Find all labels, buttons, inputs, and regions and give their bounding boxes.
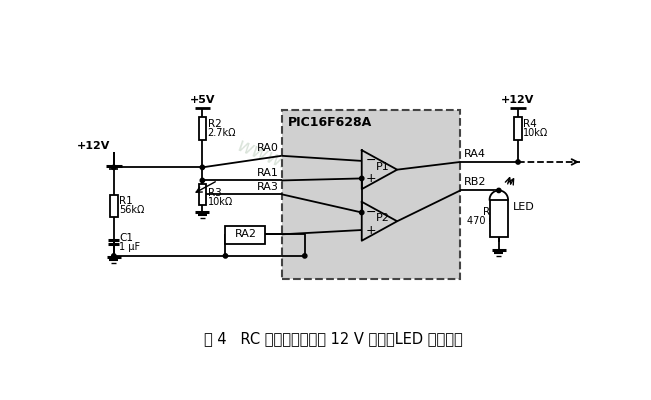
Text: R3: R3 [208, 188, 221, 198]
Text: 图 4   RC 充电测电阻值及 12 V 输出、LED 指示电路: 图 4 RC 充电测电阻值及 12 V 输出、LED 指示电路 [204, 332, 463, 346]
Text: RA2: RA2 [234, 228, 256, 238]
Text: 470 Ω: 470 Ω [467, 216, 497, 226]
Text: RB2: RB2 [464, 177, 486, 187]
Polygon shape [490, 190, 508, 200]
Circle shape [497, 188, 501, 193]
Text: +: + [366, 172, 376, 185]
Bar [514, 117, 522, 140]
Text: 10kΩ: 10kΩ [523, 128, 549, 138]
Text: R5: R5 [483, 207, 497, 217]
Text: 10kΩ: 10kΩ [208, 197, 233, 207]
Circle shape [516, 160, 520, 164]
Text: PIC16F628A: PIC16F628A [288, 116, 372, 129]
Text: LED: LED [512, 202, 534, 212]
Text: C1: C1 [119, 233, 133, 243]
FancyBboxPatch shape [282, 110, 460, 279]
Text: RA1: RA1 [256, 168, 279, 178]
Text: P2: P2 [376, 213, 390, 223]
Text: www.elecfans.com: www.elecfans.com [234, 136, 410, 222]
Circle shape [303, 254, 307, 258]
Circle shape [112, 254, 116, 258]
Bar [490, 200, 508, 237]
Text: +12V: +12V [501, 95, 534, 105]
Text: P1: P1 [376, 162, 390, 172]
Circle shape [359, 210, 364, 215]
Circle shape [201, 165, 204, 170]
Text: 1 μF: 1 μF [119, 242, 141, 252]
Circle shape [359, 176, 364, 180]
Text: RA4: RA4 [464, 149, 486, 159]
Bar [199, 117, 206, 140]
Text: 56kΩ: 56kΩ [119, 206, 145, 216]
Text: +5V: +5V [189, 95, 215, 105]
Text: +: + [366, 224, 376, 236]
Circle shape [223, 254, 228, 258]
Text: −: − [366, 206, 376, 219]
Text: R4: R4 [523, 119, 537, 129]
Bar [225, 226, 266, 244]
Text: RA0: RA0 [256, 144, 279, 154]
Bar [495, 205, 503, 227]
Text: R1: R1 [119, 196, 133, 206]
Circle shape [112, 165, 116, 170]
Bar [199, 184, 206, 205]
Text: 2.7kΩ: 2.7kΩ [208, 128, 236, 138]
Text: −: − [366, 154, 376, 167]
Text: +12V: +12V [77, 141, 110, 151]
Text: R2: R2 [208, 119, 221, 129]
Bar [110, 195, 118, 217]
Circle shape [201, 178, 204, 182]
Text: RA3: RA3 [256, 182, 279, 192]
